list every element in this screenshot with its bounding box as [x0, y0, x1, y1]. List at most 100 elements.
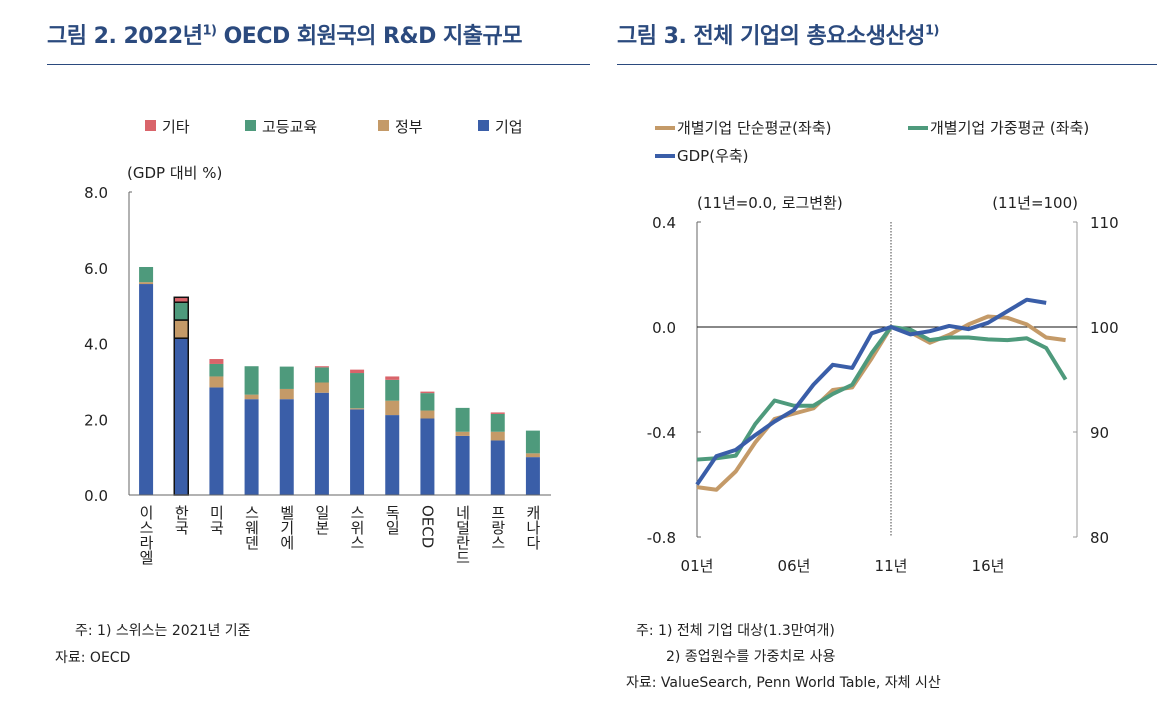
y-tick-label: 8.0 — [84, 184, 108, 202]
bar-기업 — [314, 392, 329, 495]
x-tick-label: 일본 — [312, 505, 331, 535]
x-tick-label: 11년 — [875, 557, 908, 575]
series-line-개별기업 가중평균 (좌축) — [696, 325, 1068, 462]
bar-정부 — [139, 282, 154, 285]
bar-정부 — [314, 382, 329, 393]
series-line-GDP(우축) — [695, 297, 1047, 486]
bar-고등교육 — [314, 367, 329, 383]
right-axis-label: (11년=100) — [992, 194, 1078, 212]
x-tick-label: 네덜란드 — [453, 505, 472, 565]
x-tick-label: 프랑스 — [488, 505, 507, 550]
x-tick-label: 미국 — [207, 505, 226, 535]
bar-기업 — [209, 387, 224, 495]
right-footnote-2: 2) 종업원수를 가중치로 사용 — [666, 649, 836, 665]
right-footnote-1: 주: 1) 전체 기업 대상(1.3만여개) — [636, 623, 835, 639]
bar-고등교육 — [385, 379, 400, 401]
bar-기타 — [385, 376, 400, 380]
right-y-tick-label: 110 — [1090, 214, 1119, 232]
left-y-tick-label: -0.4 — [647, 424, 676, 442]
bar-기업 — [455, 435, 470, 495]
bar-기업 — [244, 399, 259, 495]
y-axis-label: (GDP 대비 %) — [127, 164, 222, 182]
legend-label: GDP(우축) — [677, 147, 749, 165]
bar-고등교육 — [173, 301, 189, 321]
x-tick-label: 스위스 — [348, 505, 367, 550]
title-footnote-mark: 1) — [924, 23, 940, 39]
bar-정부 — [455, 431, 470, 436]
bar-고등교육 — [279, 366, 294, 389]
legend-label: 개별기업 단순평균(좌축) — [677, 119, 831, 137]
bar-정부 — [173, 319, 189, 339]
bar-고등교육 — [455, 407, 470, 432]
legend-swatch-정부 — [378, 120, 389, 131]
bar-기타 — [350, 369, 365, 374]
title-footnote-mark: 1) — [202, 23, 217, 39]
right-y-tick-label: 90 — [1090, 424, 1109, 442]
x-tick-label: 06년 — [778, 557, 811, 575]
left-footnote: 주: 1) 스위스는 2021년 기준 — [75, 623, 251, 639]
bar-정부 — [490, 431, 505, 441]
bar-고등교육 — [139, 266, 154, 283]
bar-정부 — [525, 453, 540, 458]
left-title-divider — [47, 64, 590, 65]
bar-기업 — [139, 284, 154, 495]
y-tick-label: 6.0 — [84, 260, 108, 278]
title-text: 그림 2. 2022년 — [47, 24, 203, 49]
title-text-rest: OECD 회원국의 R&D 지출규모 — [216, 24, 523, 49]
legend-label: 개별기업 가중평균 (좌축) — [930, 119, 1089, 137]
bar-정부 — [279, 388, 294, 400]
x-tick-label: 독일 — [383, 505, 402, 535]
bar-정부 — [385, 400, 400, 416]
bar-기업 — [385, 415, 400, 495]
right-y-tick-label: 100 — [1090, 319, 1119, 337]
right-title-divider — [617, 64, 1157, 65]
x-tick-label: 01년 — [681, 557, 714, 575]
left-axis-label: (11년=0.0, 로그변환) — [697, 194, 843, 212]
bar-기타 — [420, 391, 435, 394]
left-y-tick-label: -0.8 — [647, 529, 676, 547]
bar-고등교육 — [350, 373, 365, 409]
legend-label: 정부 — [395, 118, 423, 136]
title-text: 그림 3. 전체 기업의 총요소생산성 — [617, 24, 925, 49]
bar-고등교육 — [525, 430, 540, 454]
legend-swatch-기업 — [478, 120, 489, 131]
bar-기타 — [314, 366, 329, 368]
bar-기업 — [279, 399, 294, 495]
bar-기업 — [350, 409, 365, 495]
bar-기타 — [490, 412, 505, 414]
right-figure-title: 그림 3. 전체 기업의 총요소생산성1) — [617, 18, 939, 50]
x-tick-label: 한국 — [172, 505, 191, 535]
bar-기업 — [490, 440, 505, 495]
x-tick-label: 16년 — [972, 557, 1005, 575]
right-source: 자료: ValueSearch, Penn World Table, 자체 시산 — [626, 675, 941, 691]
x-tick-label: 캐나다 — [523, 505, 542, 550]
bar-정부 — [420, 410, 435, 419]
bar-고등교육 — [420, 393, 435, 411]
y-tick-label: 2.0 — [84, 411, 108, 429]
legend-label: 기타 — [162, 118, 190, 136]
bar-정부 — [244, 394, 259, 400]
bar-고등교육 — [490, 413, 505, 432]
legend-label: 고등교육 — [262, 118, 317, 136]
x-tick-label: 스웨덴 — [242, 505, 261, 550]
bar-기업 — [420, 418, 435, 495]
legend-swatch-고등교육 — [245, 120, 256, 131]
left-source: 자료: OECD — [55, 650, 131, 666]
legend-swatch-기타 — [145, 120, 156, 131]
bar-기타 — [209, 359, 224, 364]
bar-기타 — [173, 296, 189, 303]
legend-label: 기업 — [495, 118, 523, 136]
y-tick-label: 0.0 — [84, 487, 108, 505]
left-figure-title: 그림 2. 2022년1) OECD 회원국의 R&D 지출규모 — [47, 18, 523, 50]
bar-고등교육 — [244, 366, 259, 395]
right-y-tick-label: 80 — [1090, 529, 1109, 547]
x-tick-label: 벨기에 — [277, 505, 296, 550]
bar-정부 — [350, 408, 365, 410]
x-tick-label: 이스라엘 — [137, 505, 156, 565]
bar-기업 — [525, 457, 540, 495]
x-tick-label: OECD — [418, 505, 437, 549]
left-y-tick-label: 0.4 — [652, 214, 676, 232]
y-tick-label: 4.0 — [84, 336, 108, 354]
bar-고등교육 — [209, 363, 224, 377]
